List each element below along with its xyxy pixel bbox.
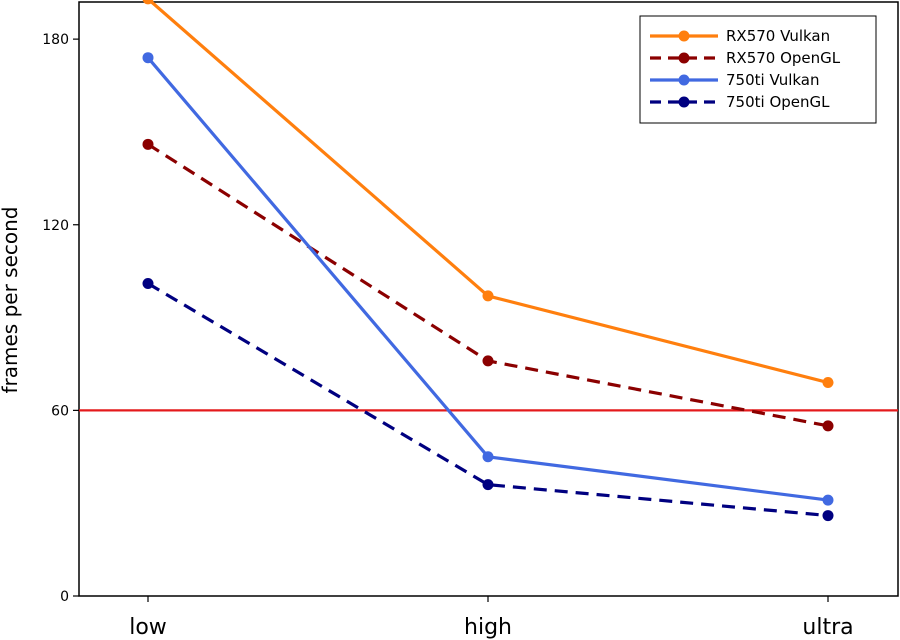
data-point bbox=[482, 290, 494, 302]
y-tick-label: 120 bbox=[42, 218, 69, 234]
series-layer bbox=[142, 0, 834, 522]
legend-item: RX570 Vulkan bbox=[650, 27, 830, 45]
series-line bbox=[146, 56, 829, 502]
legend: RX570 Vulkan RX570 OpenGL 750ti Vulkan 750t… bbox=[639, 15, 877, 124]
data-point bbox=[822, 420, 834, 432]
series-rx570-vulkan bbox=[142, 0, 834, 389]
legend-marker bbox=[678, 96, 690, 108]
data-point bbox=[482, 479, 494, 491]
legend-label: RX570 Vulkan bbox=[726, 27, 830, 45]
data-point bbox=[482, 355, 494, 367]
data-point bbox=[142, 278, 154, 290]
legend-label: RX570 OpenGL bbox=[726, 49, 841, 67]
data-point bbox=[822, 377, 834, 389]
x-tick-label-ultra: ultra bbox=[802, 615, 853, 640]
series-750ti-vulkan bbox=[142, 52, 834, 506]
data-point bbox=[142, 52, 154, 64]
series-line bbox=[147, 142, 829, 428]
x-tick-label-low: low bbox=[129, 615, 167, 640]
series-line bbox=[147, 282, 829, 518]
data-point bbox=[822, 510, 834, 522]
y-axis-title: frames per second bbox=[0, 207, 22, 394]
legend-marker bbox=[678, 30, 690, 42]
data-point bbox=[142, 138, 154, 150]
y-tick-label: 180 bbox=[42, 32, 69, 48]
y-tick-label: 0 bbox=[60, 589, 69, 605]
legend-item: RX570 OpenGL bbox=[650, 49, 841, 67]
axes-layer: 0 60 120 180 low high ultra bbox=[42, 32, 853, 640]
legend-item: 750ti OpenGL bbox=[650, 93, 830, 111]
series-rx570-opengl bbox=[142, 138, 834, 432]
data-point bbox=[822, 494, 834, 506]
legend-marker bbox=[678, 74, 690, 86]
y-tick-label: 60 bbox=[51, 403, 69, 419]
legend-label: 750ti Vulkan bbox=[726, 71, 820, 89]
data-point bbox=[142, 0, 154, 5]
series-750ti-opengl bbox=[142, 278, 834, 522]
x-tick-label-high: high bbox=[464, 615, 512, 640]
legend-marker bbox=[678, 52, 690, 64]
legend-item: 750ti Vulkan bbox=[650, 71, 820, 89]
legend-label: 750ti OpenGL bbox=[726, 93, 830, 111]
data-point bbox=[482, 451, 494, 463]
